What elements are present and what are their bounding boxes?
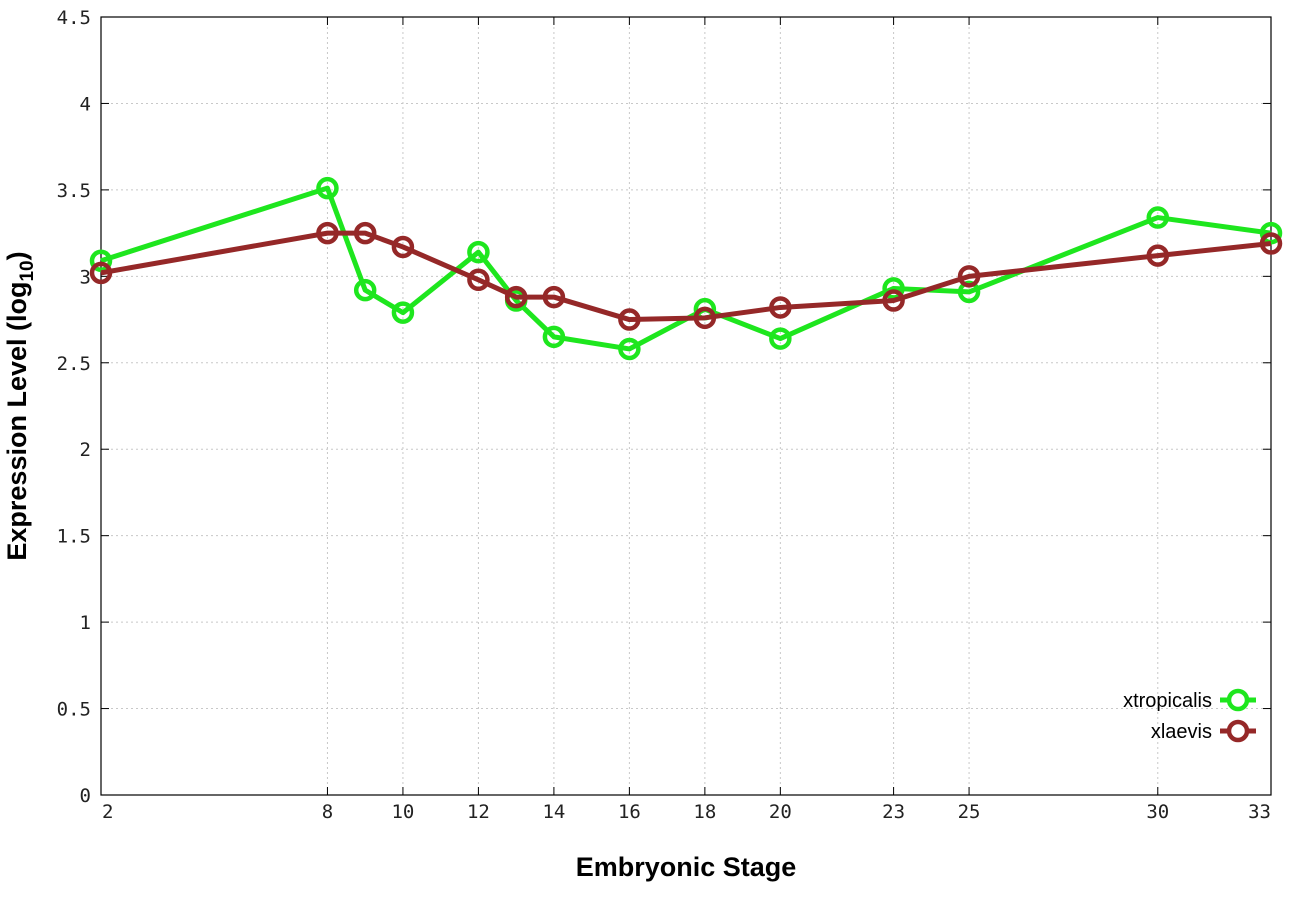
series-line bbox=[100, 230, 1272, 323]
y-tick-label: 3 bbox=[80, 266, 91, 288]
data-point bbox=[542, 325, 566, 349]
x-tick-label: 20 bbox=[769, 801, 792, 823]
data-point bbox=[618, 308, 641, 331]
data-point bbox=[957, 280, 981, 304]
x-tick-label: 2 bbox=[102, 801, 113, 823]
data-point bbox=[353, 278, 377, 302]
data-point bbox=[1259, 232, 1283, 255]
data-point bbox=[1146, 244, 1170, 267]
y-tick-label: 0 bbox=[80, 785, 91, 807]
data-point bbox=[316, 176, 339, 200]
x-tick-label: 14 bbox=[542, 801, 565, 823]
data-point bbox=[693, 306, 717, 330]
data-point bbox=[316, 221, 339, 245]
y-axis-title-main: Expression Level (log bbox=[2, 282, 32, 561]
series-layer bbox=[89, 176, 1283, 361]
series-xtropicalis bbox=[89, 176, 1283, 361]
data-point bbox=[542, 285, 566, 309]
y-tick-label: 3.5 bbox=[57, 180, 91, 202]
legend: xtropicalis xlaevis bbox=[1123, 688, 1256, 743]
data-point bbox=[769, 327, 792, 350]
data-point bbox=[353, 221, 377, 245]
x-tick-label: 18 bbox=[693, 801, 716, 823]
data-point bbox=[882, 289, 905, 312]
x-tick-label: 12 bbox=[467, 801, 490, 823]
x-tick-label: 30 bbox=[1146, 801, 1169, 823]
x-tick-label: 16 bbox=[618, 801, 641, 823]
data-point bbox=[504, 285, 528, 309]
x-tick-label: 33 bbox=[1248, 801, 1271, 823]
legend-label: xtropicalis bbox=[1123, 690, 1212, 712]
y-axis: 0 0.5 1 1.5 2 2.5 3 3.5 4 4.5 bbox=[57, 7, 1271, 807]
data-point bbox=[618, 337, 641, 361]
y-tick-label: 0.5 bbox=[57, 699, 91, 721]
y-tick-label: 2 bbox=[80, 439, 91, 461]
data-point bbox=[467, 240, 490, 264]
y-tick-label: 1.5 bbox=[57, 526, 91, 548]
y-axis-title: Expression Level (log10) bbox=[2, 251, 38, 560]
plot-frame bbox=[100, 16, 1272, 796]
x-tick-label: 8 bbox=[322, 801, 333, 823]
data-point bbox=[467, 268, 490, 292]
data-point bbox=[1259, 221, 1283, 245]
series-xlaevis bbox=[89, 221, 1283, 331]
data-point bbox=[391, 235, 415, 259]
legend-marker bbox=[1226, 688, 1250, 712]
data-point bbox=[89, 249, 113, 273]
data-point bbox=[882, 277, 905, 300]
x-tick-label: 23 bbox=[882, 801, 905, 823]
data-point bbox=[391, 301, 415, 324]
legend-item-xtropicalis: xtropicalis bbox=[1123, 688, 1256, 712]
data-point bbox=[769, 296, 792, 319]
y-tick-label: 2.5 bbox=[57, 353, 91, 375]
data-point bbox=[1146, 206, 1170, 229]
y-axis-title-close: ) bbox=[2, 251, 32, 260]
data-point bbox=[89, 261, 113, 285]
data-point bbox=[957, 265, 981, 288]
x-tick-label: 25 bbox=[958, 801, 981, 823]
legend-marker bbox=[1226, 719, 1250, 743]
x-tick-label: 10 bbox=[391, 801, 414, 823]
legend-label: xlaevis bbox=[1151, 721, 1212, 743]
y-tick-label: 1 bbox=[80, 612, 91, 634]
y-tick-label: 4 bbox=[80, 93, 91, 115]
grid bbox=[101, 17, 1271, 795]
legend-item-xlaevis: xlaevis bbox=[1151, 719, 1256, 743]
x-axis: 2 8 10 12 14 16 18 20 23 25 30 33 bbox=[100, 17, 1272, 823]
y-tick-label: 4.5 bbox=[57, 7, 91, 29]
x-axis-title: Embryonic Stage bbox=[576, 852, 797, 882]
series-line bbox=[100, 185, 1272, 352]
y-axis-title-subscript: 10 bbox=[17, 260, 38, 281]
